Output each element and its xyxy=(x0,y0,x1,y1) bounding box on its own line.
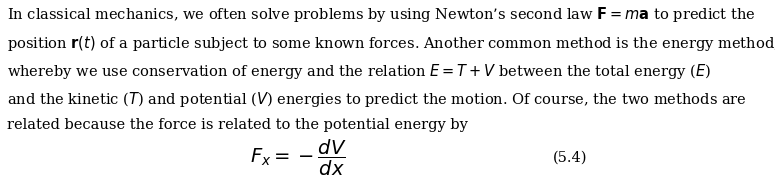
Text: whereby we use conservation of energy and the relation $E = T + V$ between the t: whereby we use conservation of energy an… xyxy=(7,62,711,81)
Text: $F_x = -\dfrac{dV}{dx}$: $F_x = -\dfrac{dV}{dx}$ xyxy=(250,138,346,178)
Text: position $\mathbf{r}(t)$ of a particle subject to some known forces. Another com: position $\mathbf{r}(t)$ of a particle s… xyxy=(7,33,775,53)
Text: and the kinetic ($T$) and potential ($V$) energies to predict the motion. Of cou: and the kinetic ($T$) and potential ($V$… xyxy=(7,90,747,109)
Text: related because the force is related to the potential energy by: related because the force is related to … xyxy=(7,118,468,132)
Text: (5.4): (5.4) xyxy=(553,151,587,165)
Text: In classical mechanics, we often solve problems by using Newton’s second law $\m: In classical mechanics, we often solve p… xyxy=(7,5,756,25)
